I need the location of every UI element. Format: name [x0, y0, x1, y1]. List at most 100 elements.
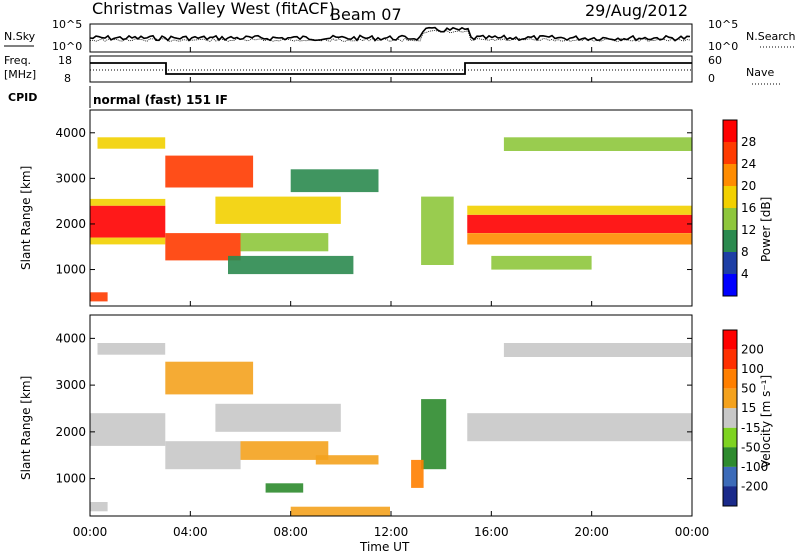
freq-unit-label: [MHz]: [4, 68, 36, 81]
nave-label: Nave: [746, 66, 774, 79]
power-band-0: [90, 205, 166, 238]
noise-left-tick-high: 10^5: [52, 18, 82, 31]
range-tick-label: 4000: [55, 126, 86, 140]
velocity-colorbar: 200 100 50 15 -15 -50 -100 -200: [722, 329, 768, 507]
time-tick-labels: 00:00 04:00 08:00 12:00 16:00 20:00 00:00: [73, 47, 710, 539]
freq-trace: [90, 62, 692, 75]
velocity-colorbar-swatch: [723, 349, 737, 370]
power-band-11: [421, 196, 454, 265]
noise-left-tick-low: 10^0: [52, 40, 82, 53]
velocity-band-1: [97, 343, 166, 355]
power-panel: Slant Range [km]: [19, 109, 693, 307]
velocity-colorbar-tick: -200: [741, 479, 768, 493]
power-colorbar-tick: 8: [741, 245, 749, 259]
power-colorbar-tick: 24: [741, 157, 756, 171]
power-colorbar-tick: 4: [741, 267, 749, 281]
power-band-5: [165, 233, 241, 261]
power-band-14: [466, 233, 693, 245]
noise-sky-trace: [89, 26, 691, 42]
time-axis-label: Time UT: [359, 540, 410, 554]
date-label: 29/Aug/2012: [585, 1, 688, 20]
power-band-9: [290, 169, 379, 193]
velocity-band-6: [240, 441, 329, 460]
velocity-band-9: [421, 399, 447, 470]
power-colorbar-swatch: [723, 252, 737, 274]
power-band-13: [466, 205, 693, 215]
velocity-colorbar-tick: 200: [741, 343, 764, 357]
velocity-colorbar-label: Velocity [m s⁻¹]: [759, 375, 773, 468]
power-colorbar-swatch: [723, 164, 737, 186]
power-band-6: [165, 155, 254, 188]
velocity-colorbar-swatch: [723, 486, 737, 506]
cpid-text: normal (fast) 151 IF: [93, 93, 228, 107]
velocity-colorbar-swatch: [723, 369, 737, 389]
range-tick-label: 2000: [55, 217, 86, 231]
power-ylabel: Slant Range [km]: [19, 166, 33, 270]
velocity-colorbar-tick: 50: [741, 382, 756, 396]
velocity-band-2: [90, 502, 108, 512]
power-colorbar-swatch: [723, 142, 737, 164]
velocity-band-0: [90, 413, 166, 446]
power-colorbar-tick: 20: [741, 179, 756, 193]
power-band-3: [90, 292, 108, 302]
beam-label: Beam 07: [330, 5, 402, 24]
power-heatmap: [90, 110, 693, 306]
power-colorbar-tick: 28: [741, 135, 756, 149]
power-band-8: [240, 233, 329, 252]
time-tick-label: 12:00: [374, 525, 409, 539]
power-band-7: [215, 196, 341, 224]
time-tick-label: 00:00: [675, 525, 710, 539]
velocity-panel: Slant Range [km]: [19, 314, 693, 517]
range-tick-label: 3000: [55, 378, 86, 392]
power-band-12: [466, 214, 693, 233]
velocity-band-8: [315, 455, 379, 465]
velocity-colorbar-swatch: [723, 388, 737, 409]
noise-right-tick-low: 10^0: [708, 40, 738, 53]
velocity-colorbar-tick: 15: [741, 401, 756, 415]
velocity-colorbar-swatch: [723, 447, 737, 467]
range-tick-label: 4000: [55, 331, 86, 345]
power-colorbar-swatch: [723, 274, 737, 296]
freq-right-tick-high: 60: [708, 54, 722, 67]
velocity-colorbar-swatch: [723, 427, 737, 448]
velocity-colorbar-swatch: [723, 408, 737, 428]
velocity-colorbar-swatch: [723, 466, 737, 487]
noise-sky-label: N.Sky: [4, 30, 36, 43]
velocity-band-13: [290, 506, 391, 516]
velocity-band-7: [265, 483, 304, 493]
freq-left-tick-low: 8: [64, 72, 71, 85]
power-colorbar-swatch: [723, 208, 737, 230]
time-tick-label: 00:00: [73, 525, 108, 539]
power-band-16: [491, 255, 592, 270]
power-band-1: [90, 198, 166, 206]
velocity-band-10: [411, 459, 424, 488]
noise-search-trace: [89, 30, 691, 42]
noise-search-label: N.Search: [746, 30, 796, 43]
freq-left-tick-high: 18: [58, 54, 72, 67]
power-colorbar-label: Power [dB]: [759, 197, 773, 262]
range-tick-label: 2000: [55, 425, 86, 439]
freq-label: Freq.: [4, 54, 31, 67]
velocity-band-5: [215, 403, 341, 432]
power-band-2: [90, 237, 166, 245]
velocity-ylabel: Slant Range [km]: [19, 376, 33, 480]
power-colorbar-tick: 12: [741, 223, 756, 237]
power-colorbar-swatch: [723, 186, 737, 208]
time-tick-label: 16:00: [474, 525, 509, 539]
velocity-colorbar-tick: -100: [741, 460, 768, 474]
station-title: Christmas Valley West (fitACF): [92, 0, 335, 18]
range-tick-label: 1000: [55, 263, 86, 277]
velocity-colorbar-tick: 100: [741, 362, 764, 376]
velocity-colorbar-tick: -15: [741, 421, 761, 435]
noise-right-tick-high: 10^5: [708, 18, 738, 31]
cpid-label: CPID: [8, 91, 37, 104]
freq-panel: Freq. [MHz] 18 8 60 0 Nave: [4, 54, 780, 85]
velocity-heatmap: [90, 315, 693, 516]
velocity-band-3: [165, 441, 241, 470]
power-band-4: [97, 137, 166, 149]
velocity-colorbar-swatch: [723, 330, 737, 350]
power-colorbar-swatch: [723, 120, 737, 142]
power-colorbar: 28 24 20 16 12 8 4: [722, 119, 756, 297]
